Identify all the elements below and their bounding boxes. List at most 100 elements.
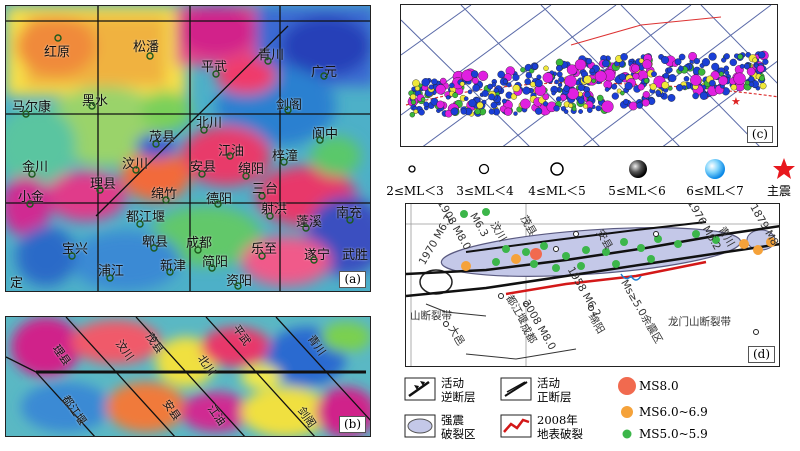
aftershock-point — [591, 78, 596, 84]
aftershock-point — [524, 78, 531, 85]
aftershock-point — [555, 96, 562, 102]
aftershock-point — [490, 101, 498, 109]
aftershock-point — [709, 79, 716, 87]
aftershock-point — [748, 76, 755, 83]
city-jianyang: 简阳 — [202, 255, 229, 270]
aftershock-point — [663, 72, 670, 79]
legend-ml-6-7: 6≤ML＜7 — [686, 184, 744, 198]
aftershock-point — [698, 68, 706, 76]
city-nanchong: 南充 — [336, 206, 363, 221]
aftershock-point — [661, 81, 669, 89]
aftershock-point — [467, 89, 473, 95]
aftershock-point — [642, 90, 650, 99]
d-label-longmen: 龙门山断裂带 — [668, 316, 731, 328]
city-beichuan: 北川 — [196, 116, 223, 131]
aftershock-point — [477, 70, 489, 81]
legend-ms60: MS6.0~6.9 — [639, 405, 708, 419]
city-xinjin: 新津 — [160, 259, 187, 274]
aftershock-point — [690, 74, 702, 86]
legend-ml-4-5: 4≤ML＜5 — [528, 184, 586, 198]
aftershock-point — [413, 109, 419, 114]
aftershock-point — [585, 58, 593, 65]
aftershock-point — [649, 83, 657, 91]
city-maoxian: 茂县 — [149, 130, 176, 145]
city-ding: 定 — [10, 276, 24, 291]
city-zitong: 梓潼 — [272, 149, 299, 164]
aftershock-point — [737, 53, 744, 60]
legend-thrust: 活动 逆断层 — [441, 376, 476, 404]
panel-d-map — [406, 204, 779, 366]
aftershock-point — [520, 98, 531, 110]
city-wenchuan: 汶川 — [122, 157, 149, 172]
aftershock-point — [542, 93, 550, 101]
city-xiaojin: 小金 — [18, 190, 45, 205]
aftershock-point — [667, 86, 673, 91]
aftershock-point — [683, 76, 690, 82]
aftershock-point — [589, 68, 595, 74]
city-lezhi: 乐至 — [251, 242, 278, 257]
city-santai: 三台 — [252, 182, 279, 197]
aftershock-point — [721, 57, 727, 63]
aftershock-point — [618, 73, 627, 81]
aftershock-point — [578, 109, 584, 114]
city-jinchuan: 金川 — [22, 160, 49, 175]
aftershock-point — [693, 57, 701, 65]
aftershock-point — [439, 77, 447, 85]
aftershock-point — [472, 77, 479, 85]
aftershock-point — [701, 58, 711, 67]
aftershock-point — [431, 78, 438, 85]
legend-ms50: MS5.0~5.9 — [639, 427, 708, 441]
aftershock-point — [746, 67, 756, 76]
city-guangyuan: 广元 — [311, 65, 338, 80]
aftershock-point — [577, 84, 585, 92]
aftershock-point — [445, 95, 451, 100]
legend-surface-line1: 2008年 — [537, 413, 578, 427]
aftershock-point — [459, 81, 465, 87]
city-heishui: 黑水 — [82, 94, 109, 109]
legend-rupture-zone: 强震 破裂区 — [441, 413, 476, 441]
aftershock-point — [711, 62, 720, 71]
city-dujiangyan: 都江堰 — [126, 210, 166, 225]
aftershock-point — [463, 96, 469, 101]
aftershock-point — [729, 58, 737, 67]
aftershock-point — [414, 85, 421, 92]
aftershock-point — [568, 103, 574, 109]
magnitude-legend-symbols — [408, 158, 795, 179]
aftershock-point — [435, 84, 446, 95]
aftershock-point — [692, 92, 699, 100]
aftershock-point — [744, 80, 750, 86]
aftershock-point — [622, 98, 629, 105]
city-ziyang: 资阳 — [226, 274, 253, 289]
city-mianzhu: 绵竹 — [151, 187, 178, 202]
aftershock-point — [616, 88, 622, 94]
legend-rupture-line2: 破裂区 — [441, 427, 476, 441]
fault-legend-symbols — [404, 377, 532, 438]
aftershock-point — [412, 79, 420, 87]
aftershock-point — [423, 101, 429, 108]
aftershock-point — [563, 85, 570, 92]
city-qingchuan: 青川 — [258, 48, 285, 63]
city-songpan: 松潘 — [133, 40, 160, 55]
legend-ml-3-4: 3≤ML＜4 — [456, 184, 514, 198]
aftershock-point — [624, 82, 633, 91]
city-pengxi: 蓬溪 — [296, 215, 323, 230]
city-pixian: 郫县 — [142, 235, 169, 250]
aftershock-point — [476, 101, 484, 109]
panel-a-heatmap — [6, 6, 370, 291]
magnitude-legend: 2≤ML＜3 3≤ML＜4 4≤ML＜5 5≤ML＜6 6≤ML＜7 主震 — [380, 158, 800, 198]
aftershock-point — [586, 107, 593, 113]
aftershock-point — [759, 82, 767, 90]
city-deyang: 德阳 — [206, 192, 233, 207]
aftershock-point — [733, 72, 746, 85]
fault-legend: 活动 逆断层 活动 正断层 强震 破裂区 2008年 地表破裂 MS8.0 MS… — [403, 372, 800, 451]
city-langzhong: 阆中 — [312, 127, 339, 142]
aftershock-point — [583, 75, 592, 84]
aftershock-point — [718, 71, 724, 77]
aftershock-point — [506, 82, 512, 88]
aftershock-point — [601, 59, 610, 68]
aftershock-point — [611, 92, 619, 100]
legend-mainshock: 主震 — [766, 184, 791, 198]
panel-d-fault-map: 1970 M6.2 1976 M6.2 1879 M8 1958 M6.2 20… — [405, 203, 780, 367]
legend-rupture-line1: 强震 — [441, 413, 464, 427]
aftershock-point — [472, 84, 480, 92]
